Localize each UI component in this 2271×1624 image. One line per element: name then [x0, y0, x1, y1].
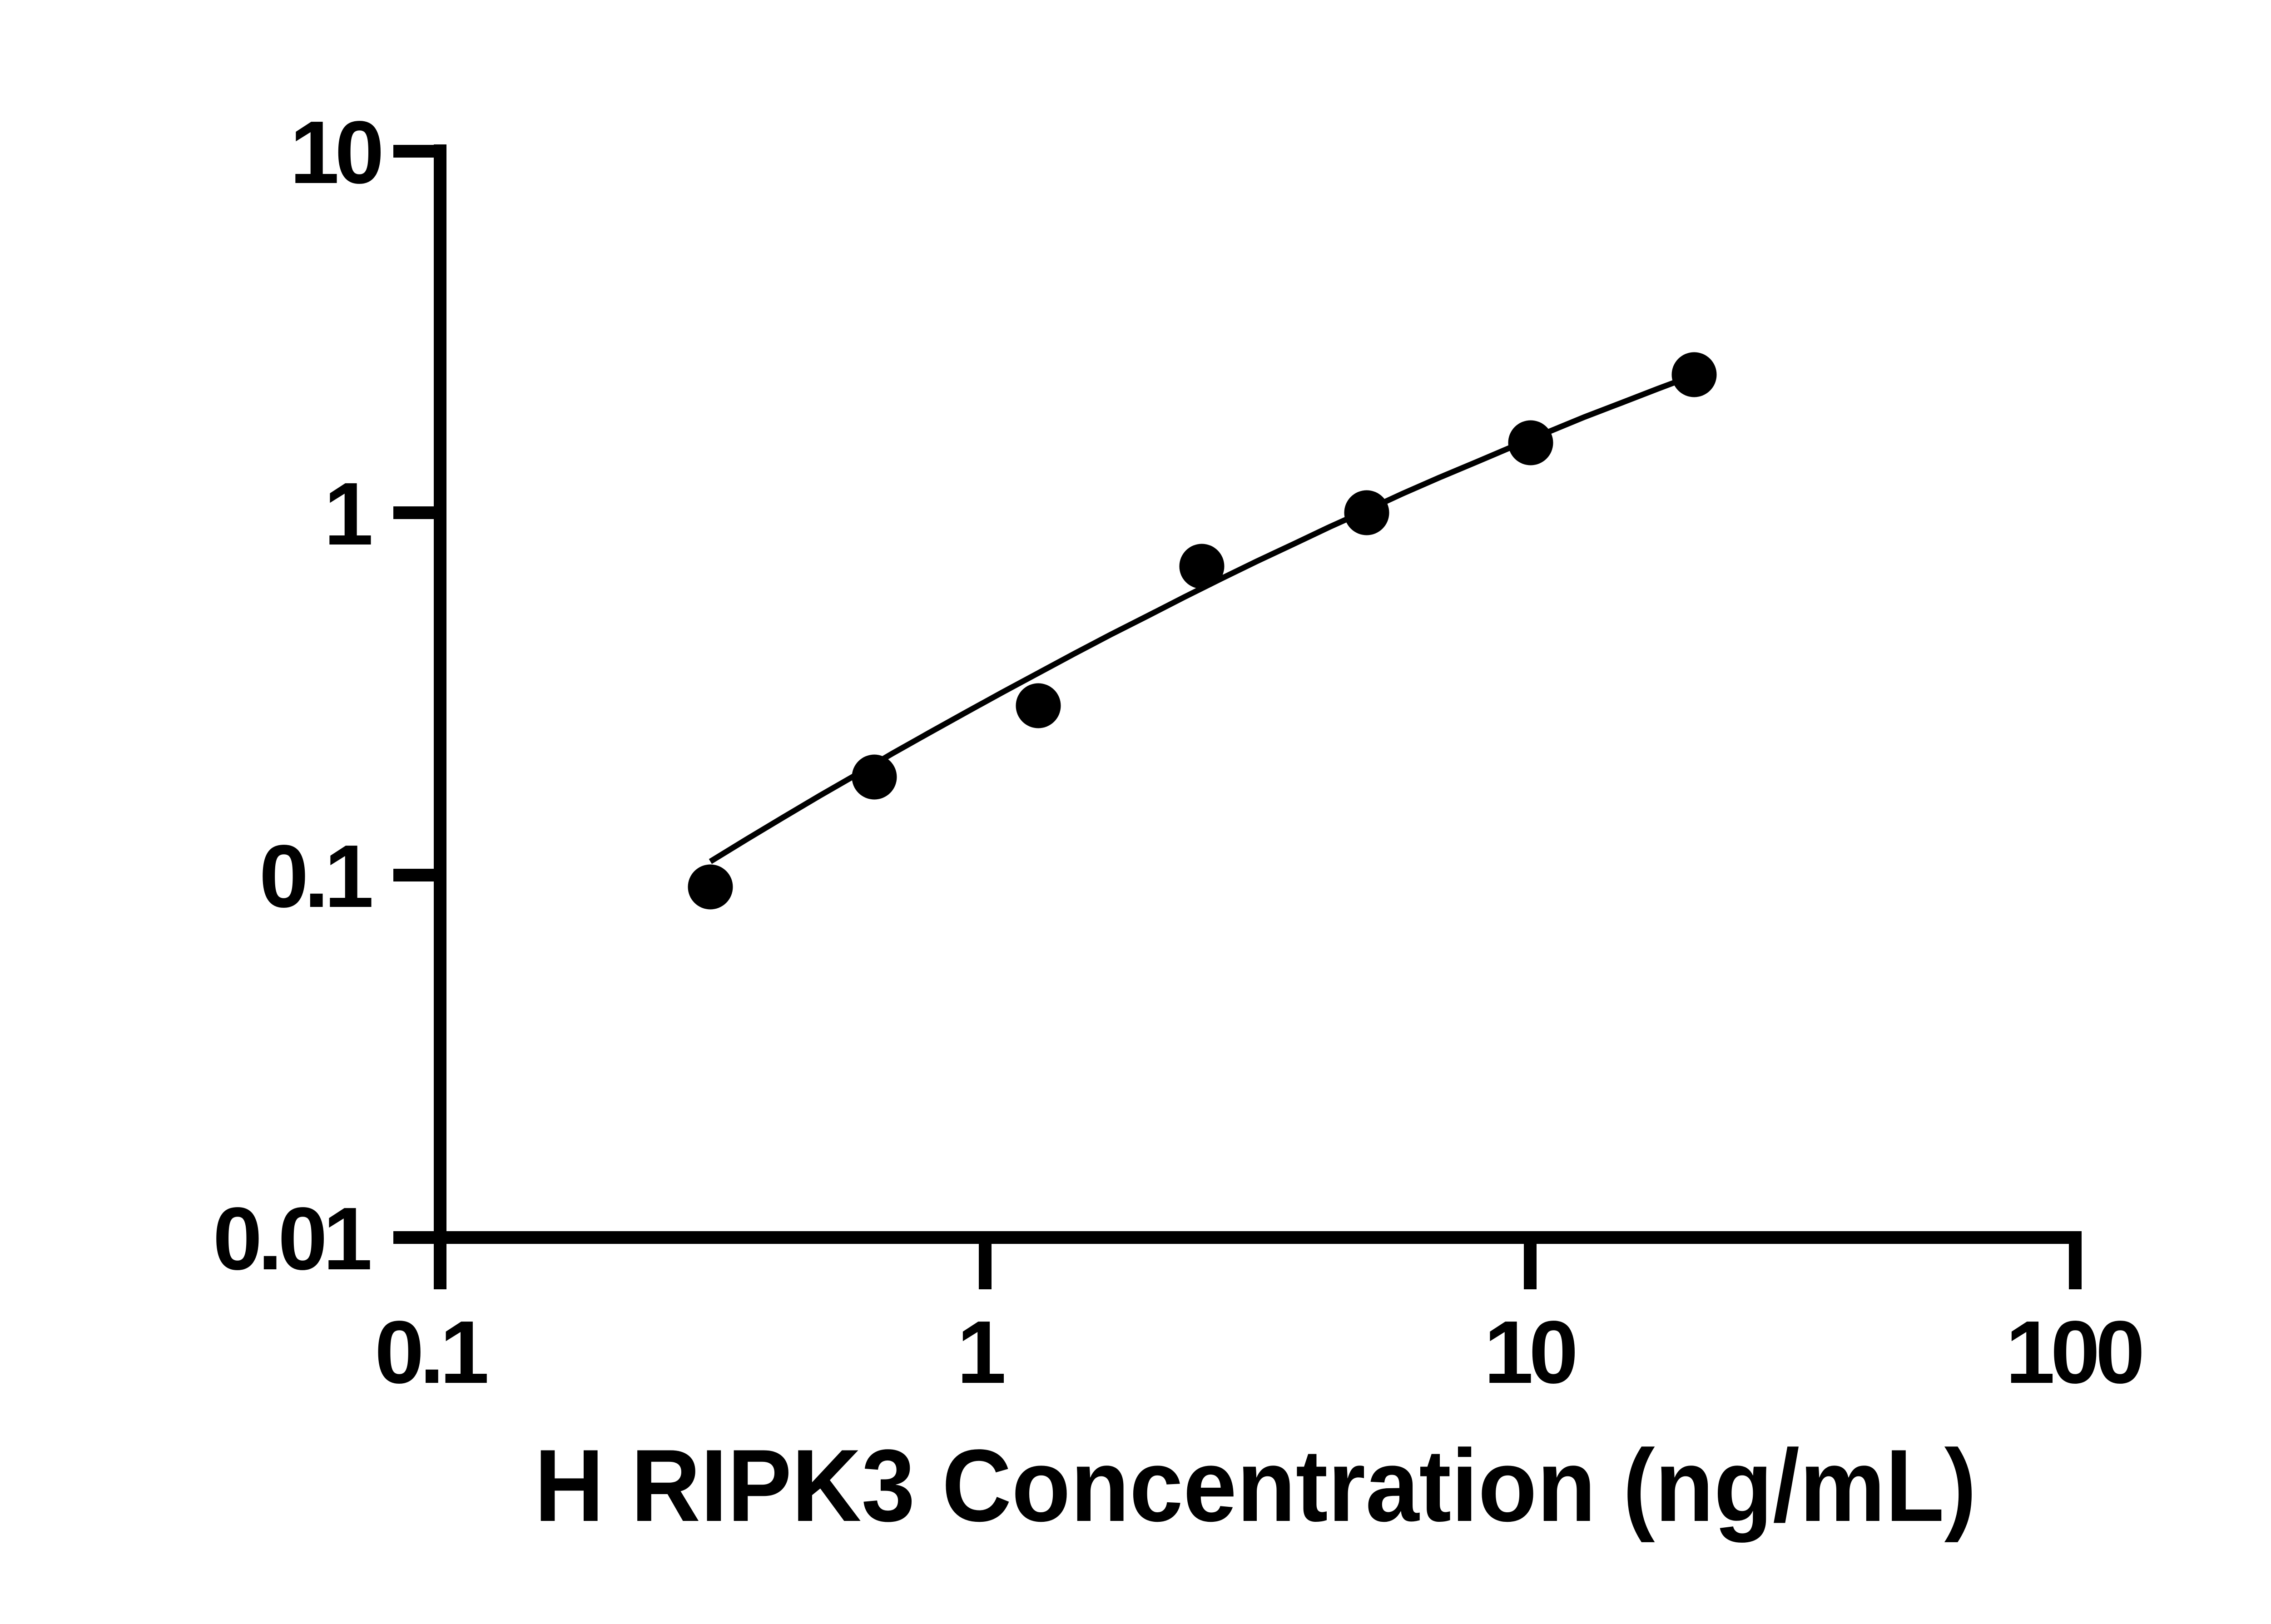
svg-text:10: 10 [290, 103, 381, 202]
svg-text:0.1: 0.1 [375, 1302, 487, 1402]
svg-text:H RIPK3 Concentration (ng/mL): H RIPK3 Concentration (ng/mL) [535, 1428, 1977, 1543]
svg-text:1: 1 [957, 1302, 1004, 1402]
svg-text:100: 100 [2005, 1302, 2141, 1402]
svg-text:0.01: 0.01 [213, 1189, 370, 1288]
svg-text:0.1: 0.1 [259, 827, 372, 926]
svg-text:10: 10 [1484, 1302, 1575, 1402]
svg-text:1: 1 [324, 464, 371, 564]
